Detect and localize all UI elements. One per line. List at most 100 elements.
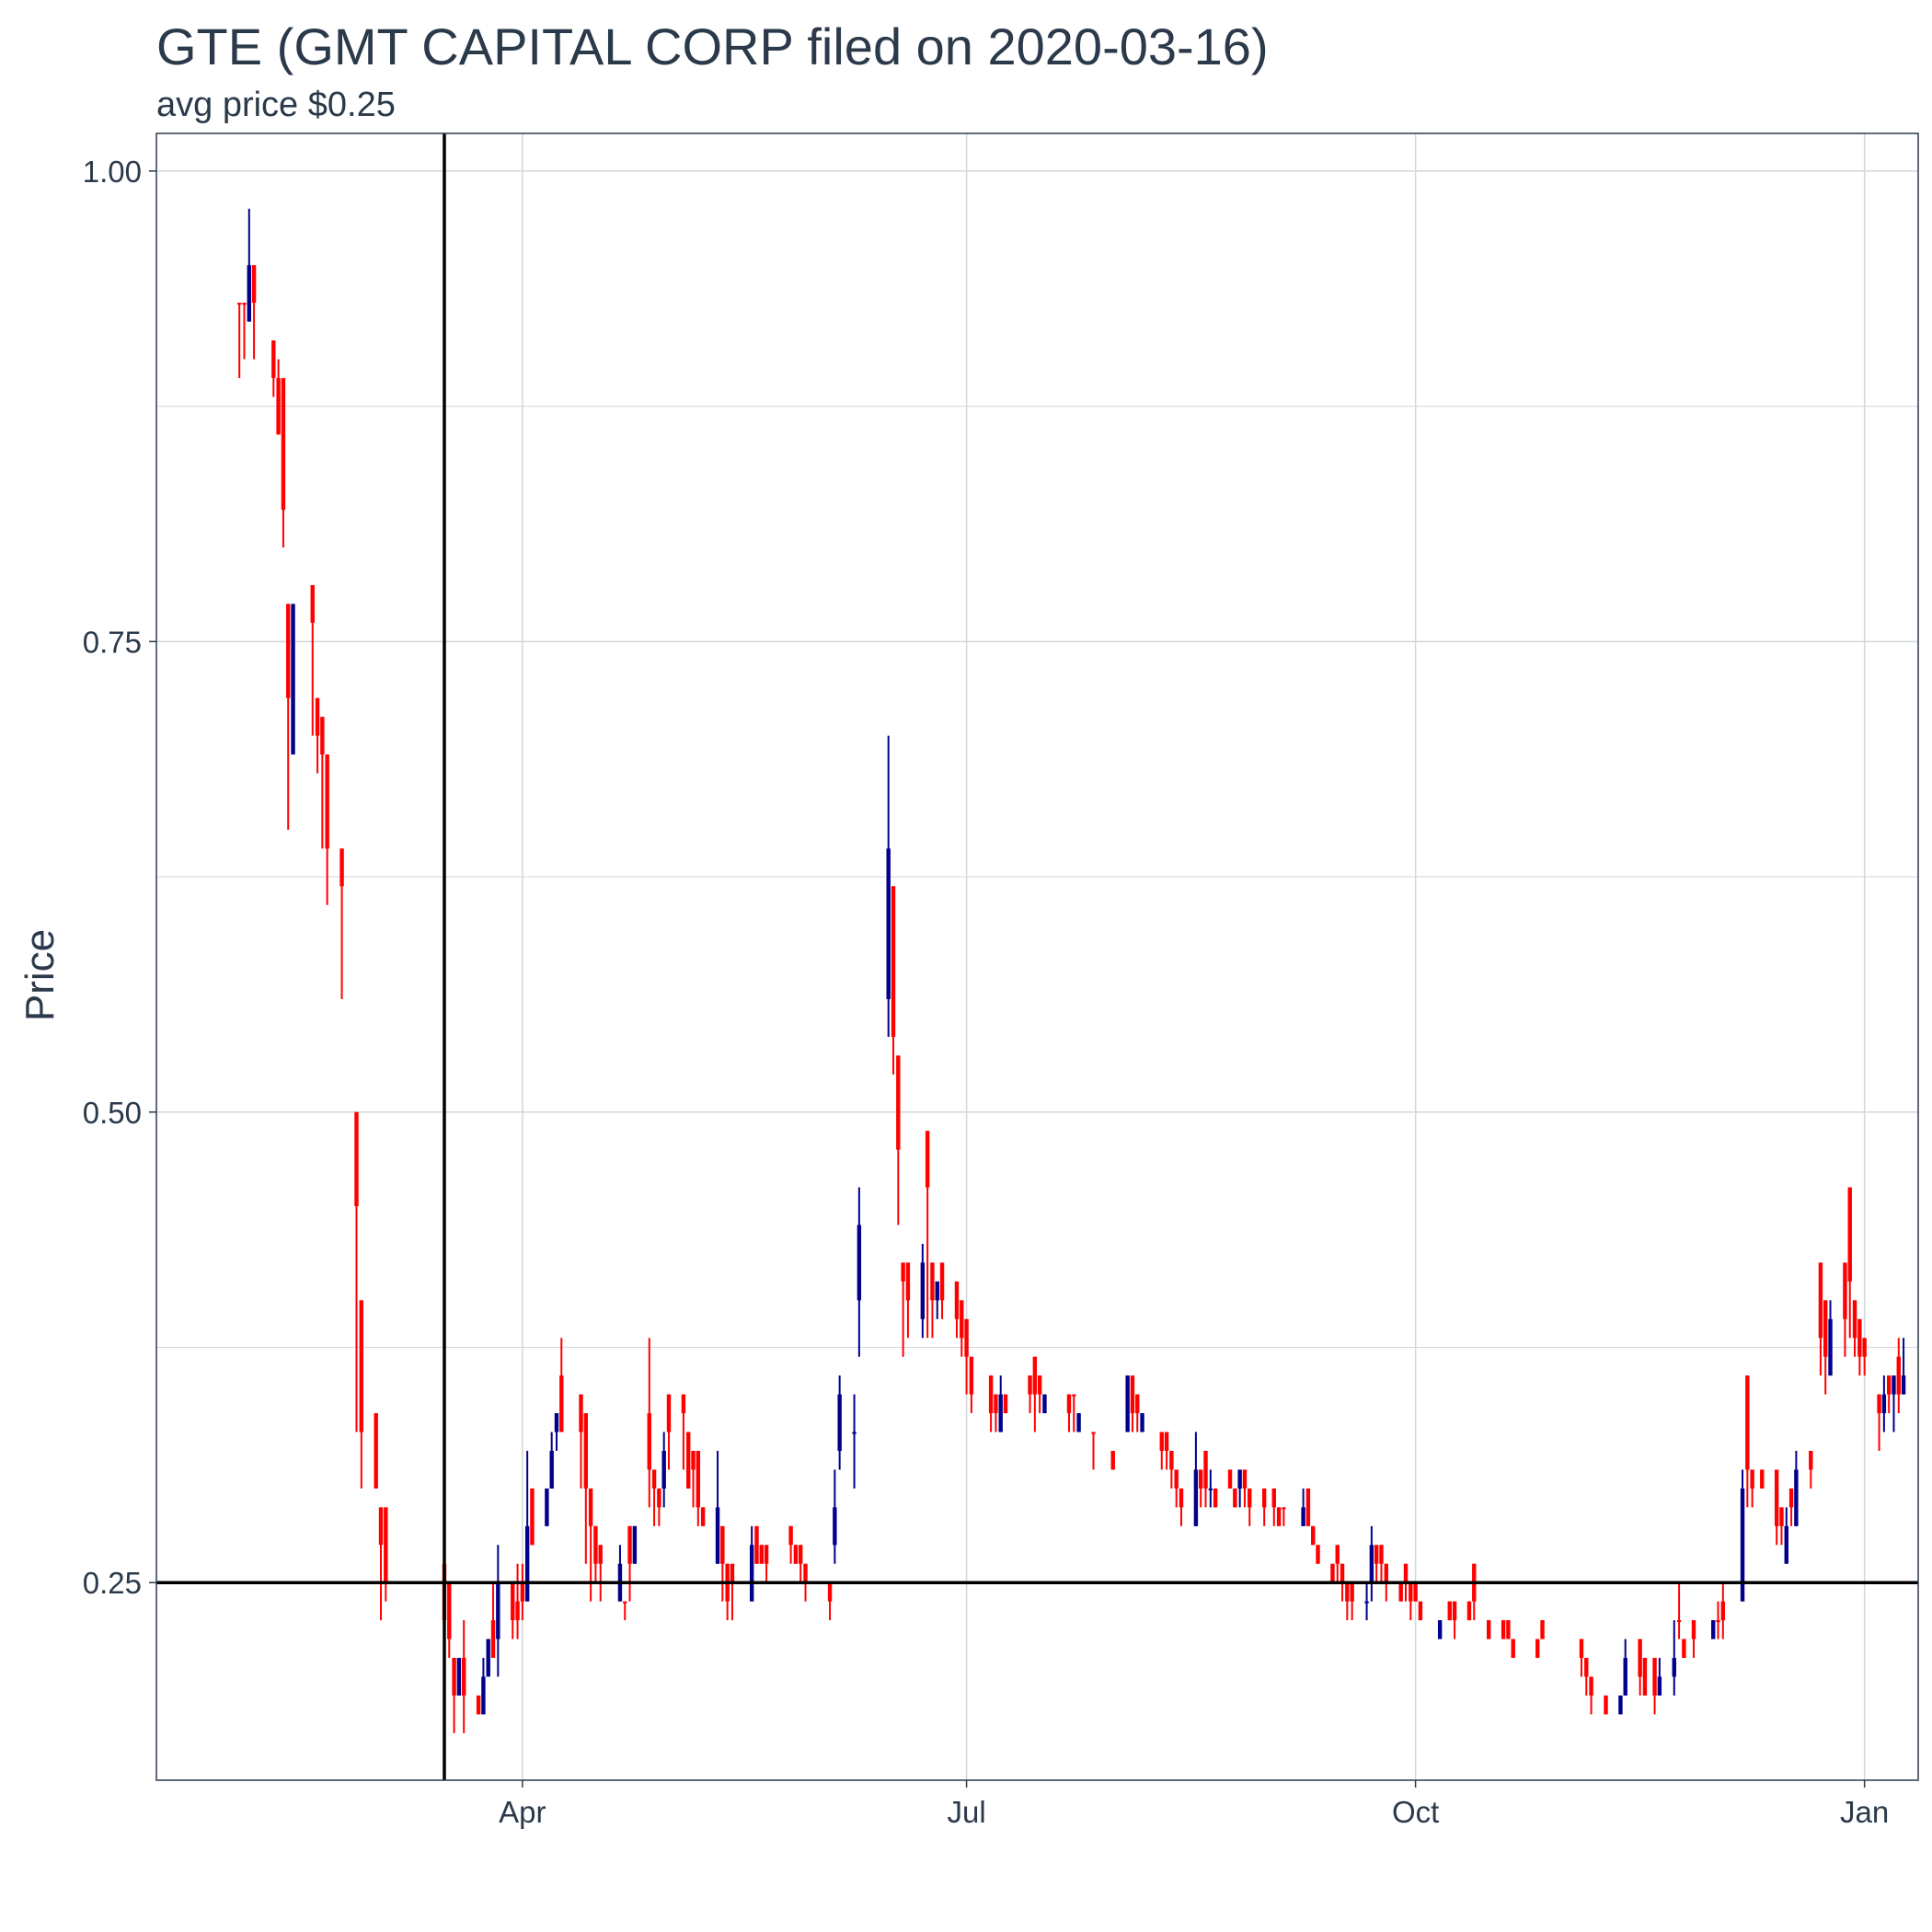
x-axis-ticks: Apr Jul Oct Jan <box>499 1780 1889 1829</box>
candle <box>1682 1639 1686 1659</box>
candle-body <box>969 1356 974 1395</box>
candle <box>1233 1488 1237 1508</box>
candle-body <box>1896 1356 1901 1395</box>
candles <box>236 208 1906 1733</box>
candle-body <box>1003 1394 1008 1414</box>
candle <box>1852 1300 1857 1357</box>
candle <box>1418 1601 1423 1621</box>
candle <box>1199 1469 1203 1508</box>
candle-body <box>315 697 320 736</box>
candle-body <box>1364 1601 1369 1604</box>
candle-body <box>1862 1338 1867 1357</box>
candle-body <box>1125 1375 1130 1432</box>
candle-body <box>1857 1318 1862 1357</box>
candle <box>247 208 251 322</box>
candle <box>1784 1507 1788 1564</box>
candle-body <box>1305 1488 1311 1526</box>
candle <box>251 265 257 360</box>
candle <box>1032 1356 1038 1432</box>
y-tick-label: 1.00 <box>83 155 142 189</box>
candle-body <box>515 1601 520 1621</box>
candle <box>1672 1620 1676 1696</box>
candle-body <box>998 1394 1003 1432</box>
candle-body <box>730 1563 735 1583</box>
candle-body <box>530 1488 535 1546</box>
candle <box>1042 1394 1047 1414</box>
candle-body <box>1584 1658 1589 1677</box>
candle-body <box>833 1507 837 1546</box>
candle-body <box>764 1545 769 1564</box>
candle-body <box>1843 1262 1847 1319</box>
x-tick-label: Jan <box>1840 1795 1889 1829</box>
candle <box>647 1338 651 1508</box>
candle <box>886 735 891 1037</box>
candle <box>1809 1451 1813 1489</box>
candle-body <box>930 1262 935 1301</box>
candle <box>793 1545 799 1564</box>
candle-body <box>1066 1394 1072 1414</box>
candle <box>291 604 295 755</box>
candle <box>1028 1375 1032 1414</box>
candle-body <box>627 1525 632 1564</box>
candle <box>666 1394 672 1470</box>
candle-body <box>1437 1620 1443 1639</box>
candle <box>623 1601 627 1621</box>
candle-body <box>1881 1394 1887 1414</box>
candle <box>236 303 242 378</box>
candle-body <box>1042 1394 1047 1414</box>
candle-body <box>1110 1451 1115 1470</box>
candle-body <box>286 604 291 698</box>
chart-subtitle: avg price $0.25 <box>156 86 396 124</box>
candle <box>920 1243 926 1339</box>
candle-body <box>1745 1375 1750 1470</box>
candle <box>276 359 281 435</box>
candle <box>788 1525 793 1564</box>
candle-body <box>486 1639 490 1677</box>
candle-body <box>1164 1432 1169 1451</box>
candle-body <box>1847 1187 1852 1282</box>
candle-body <box>925 1131 930 1188</box>
candle-body <box>1130 1375 1135 1414</box>
candle-body <box>754 1525 759 1564</box>
candle <box>1437 1620 1443 1639</box>
candle <box>998 1375 1003 1432</box>
candle-body <box>583 1413 589 1489</box>
candle-body <box>994 1394 998 1414</box>
candle-body <box>1877 1394 1881 1414</box>
chart-title: GTE (GMT CAPITAL CORP filed on 2020-03-1… <box>156 17 1269 75</box>
candle-body <box>632 1525 638 1564</box>
candle-body <box>920 1262 926 1319</box>
candle <box>496 1545 500 1677</box>
candle-body <box>593 1525 598 1564</box>
candle <box>1589 1676 1593 1715</box>
candle <box>1472 1563 1477 1621</box>
candle-body <box>374 1413 378 1489</box>
candle <box>1511 1639 1515 1659</box>
candle <box>1535 1639 1540 1659</box>
candle <box>374 1413 378 1489</box>
candle-body <box>1345 1582 1350 1602</box>
candle <box>1788 1488 1794 1526</box>
candle-body <box>886 848 891 1000</box>
candle <box>1345 1582 1350 1621</box>
candle-body <box>1330 1563 1335 1583</box>
candle-body <box>1301 1507 1305 1526</box>
candle-body <box>1604 1695 1608 1715</box>
candle-body <box>1208 1488 1213 1490</box>
candle-body <box>461 1658 466 1696</box>
candle <box>1642 1658 1648 1696</box>
candle-body <box>1809 1451 1813 1470</box>
candle <box>524 1451 530 1602</box>
candle <box>960 1300 964 1357</box>
candle <box>1779 1507 1784 1546</box>
candle <box>939 1262 945 1319</box>
candle-body <box>1823 1300 1828 1357</box>
candle-body <box>803 1563 808 1583</box>
candle-body <box>647 1413 651 1470</box>
candle-body <box>291 604 295 755</box>
candle <box>837 1375 842 1470</box>
candle <box>632 1525 638 1564</box>
candle-body <box>1169 1451 1174 1470</box>
candle <box>286 604 291 830</box>
candle <box>700 1507 706 1526</box>
